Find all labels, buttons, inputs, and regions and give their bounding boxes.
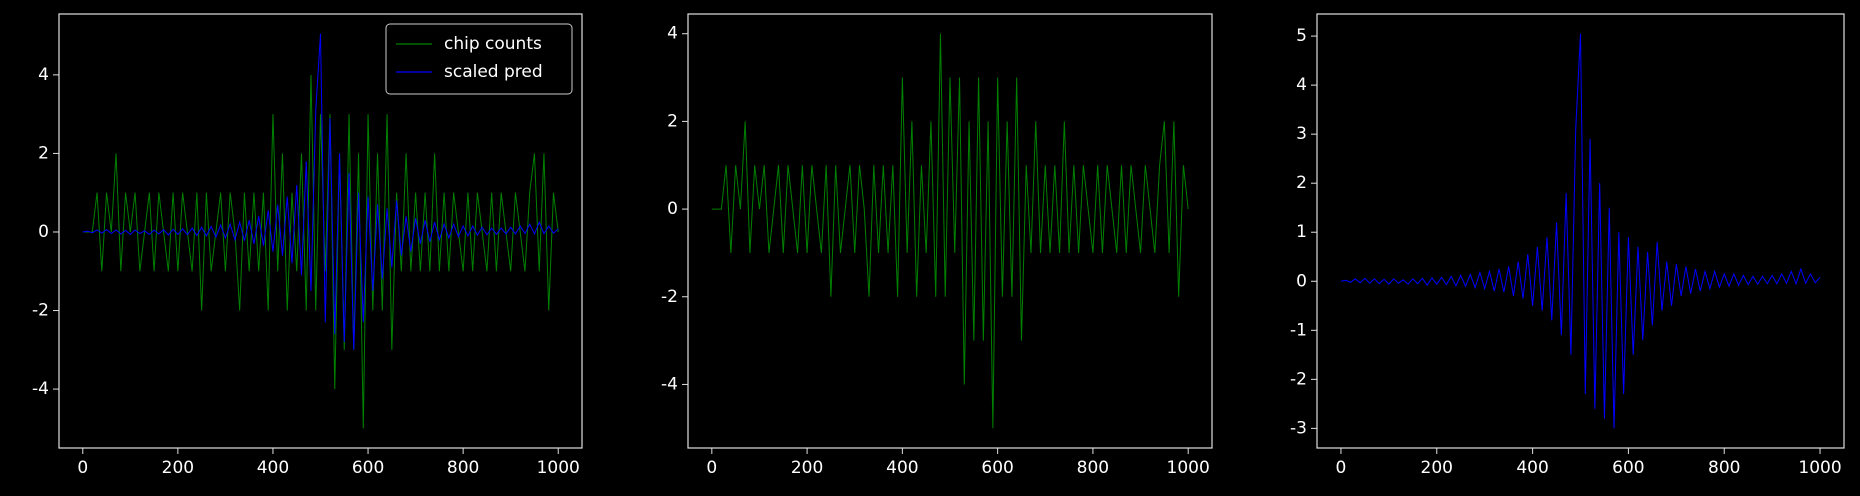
- x-tick-label: 200: [791, 458, 823, 478]
- subplot: 0 200 400 600 800 1000 -3 -2 -1 0 1 2 3 4 5: [1290, 13, 1845, 478]
- x-tick-label: 800: [1077, 458, 1109, 478]
- y-tick-label: 3: [1296, 124, 1307, 144]
- axes-frame: [687, 13, 1213, 449]
- y-tick-label: 2: [38, 143, 49, 163]
- y-tick-label: 4: [38, 65, 49, 85]
- x-tick-label: 800: [447, 458, 479, 478]
- y-tick-label: -2: [661, 287, 678, 307]
- x-tick-label: 600: [981, 458, 1013, 478]
- x-tick-label: 1000: [1167, 458, 1210, 478]
- legend-label: chip counts: [444, 34, 542, 54]
- x-tick-label: 1000: [537, 458, 580, 478]
- x-tick-label: 400: [257, 458, 289, 478]
- y-tick-label: 4: [1296, 75, 1307, 95]
- x-tick-label: 0: [77, 458, 88, 478]
- y-tick-label: -4: [661, 374, 678, 394]
- y-tick-label: 2: [1296, 173, 1307, 193]
- y-tick-label: 2: [667, 111, 678, 131]
- series-line: [711, 33, 1189, 429]
- y-tick-label: -1: [1290, 320, 1307, 340]
- y-tick-label: 4: [667, 24, 678, 44]
- series-line: [1340, 33, 1821, 429]
- subplot: 0 200 400 600 800 1000 -4 -2 0 2 4 chip counts scale…: [32, 13, 583, 478]
- y-tick-label: -4: [32, 379, 49, 399]
- x-tick-label: 200: [1421, 458, 1453, 478]
- plot-area: [1340, 33, 1821, 429]
- axes-frame: [1316, 13, 1845, 449]
- series-line: [82, 33, 559, 350]
- y-tick-label: 0: [1296, 271, 1307, 291]
- y-tick-label: -3: [1290, 418, 1307, 438]
- x-tick-label: 600: [352, 458, 384, 478]
- x-tick-label: 400: [1516, 458, 1548, 478]
- y-tick-label: -2: [1290, 369, 1307, 389]
- x-tick-label: 600: [1612, 458, 1644, 478]
- y-tick-label: 5: [1296, 26, 1307, 46]
- plot-area: [711, 33, 1189, 429]
- plot-area: [82, 33, 559, 429]
- x-tick-label: 0: [706, 458, 717, 478]
- axes-frame: [58, 13, 583, 449]
- subplot: 0 200 400 600 800 1000 -4 -2 0 2 4: [661, 13, 1213, 478]
- series-line: [82, 74, 559, 429]
- y-tick-label: 1: [1296, 222, 1307, 242]
- x-tick-label: 400: [886, 458, 918, 478]
- x-tick-label: 1000: [1798, 458, 1841, 478]
- legend-label: scaled pred: [444, 62, 543, 82]
- y-tick-label: -2: [32, 301, 49, 321]
- x-tick-label: 200: [162, 458, 194, 478]
- legend-box: [385, 23, 573, 95]
- y-tick-label: 0: [38, 222, 49, 242]
- x-tick-label: 800: [1708, 458, 1740, 478]
- y-tick-label: 0: [667, 199, 678, 219]
- x-tick-label: 0: [1336, 458, 1347, 478]
